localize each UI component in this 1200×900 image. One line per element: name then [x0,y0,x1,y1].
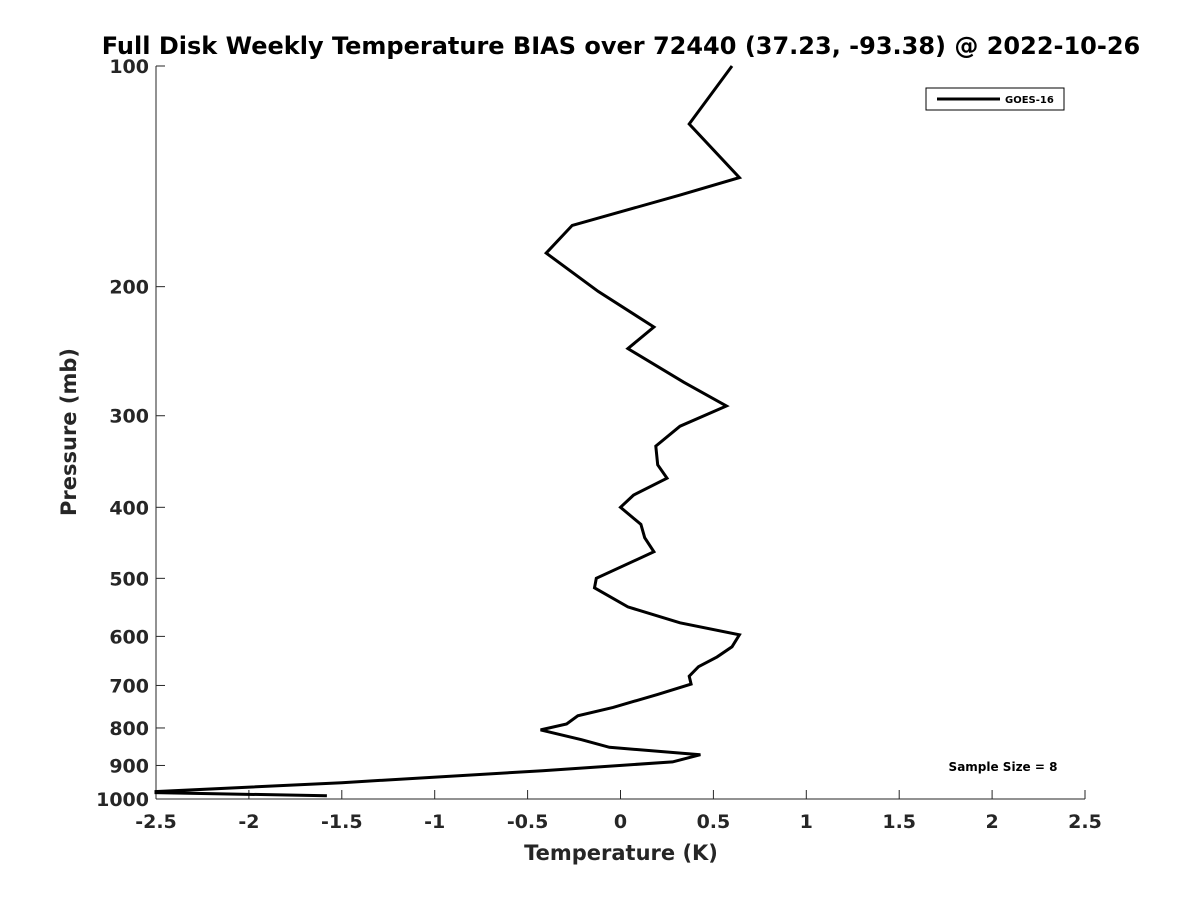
x-tick-label: 0.5 [697,811,731,833]
x-axis-label: Temperature (K) [524,841,718,865]
x-tick-label: -2 [238,811,259,833]
chart-title: Full Disk Weekly Temperature BIAS over 7… [102,32,1141,60]
y-tick-label: 1000 [96,789,149,811]
y-tick-label: 100 [109,56,149,78]
x-tick-label: -0.5 [507,811,549,833]
sample-size-annotation: Sample Size = 8 [949,760,1058,774]
x-tick-label: 1.5 [882,811,916,833]
legend-entry-goes-16: GOES-16 [1005,95,1054,106]
x-tick-label: 2 [985,811,998,833]
y-tick-label: 800 [109,718,149,740]
x-tick-label: -1 [424,811,445,833]
x-tick-label: -1.5 [321,811,363,833]
legend: GOES-16 [925,87,1065,111]
series-group [154,65,743,798]
y-axis-label: Pressure (mb) [57,348,81,516]
series-line-goes-16 [154,65,743,798]
y-tick-label: 700 [109,675,149,697]
x-tick-label: 0 [614,811,627,833]
y-tick-label: 200 [109,277,149,299]
x-tick-label: -2.5 [135,811,177,833]
y-tick-label: 300 [109,406,149,428]
y-tick-label: 900 [109,755,149,777]
y-tick-label: 500 [109,568,149,590]
axes [155,66,1085,800]
y-tick-label: 600 [109,626,149,648]
x-tick-label: 1 [800,811,813,833]
y-tick-label: 400 [109,497,149,519]
x-axis-ticks: -2.5 -2 -1.5 -1 -0.5 0 0.5 1 1.5 2 2.5 [135,790,1102,833]
x-tick-label: 2.5 [1068,811,1102,833]
y-axis-ticks: 100 200 300 400 500 600 700 800 900 1000 [96,56,165,811]
